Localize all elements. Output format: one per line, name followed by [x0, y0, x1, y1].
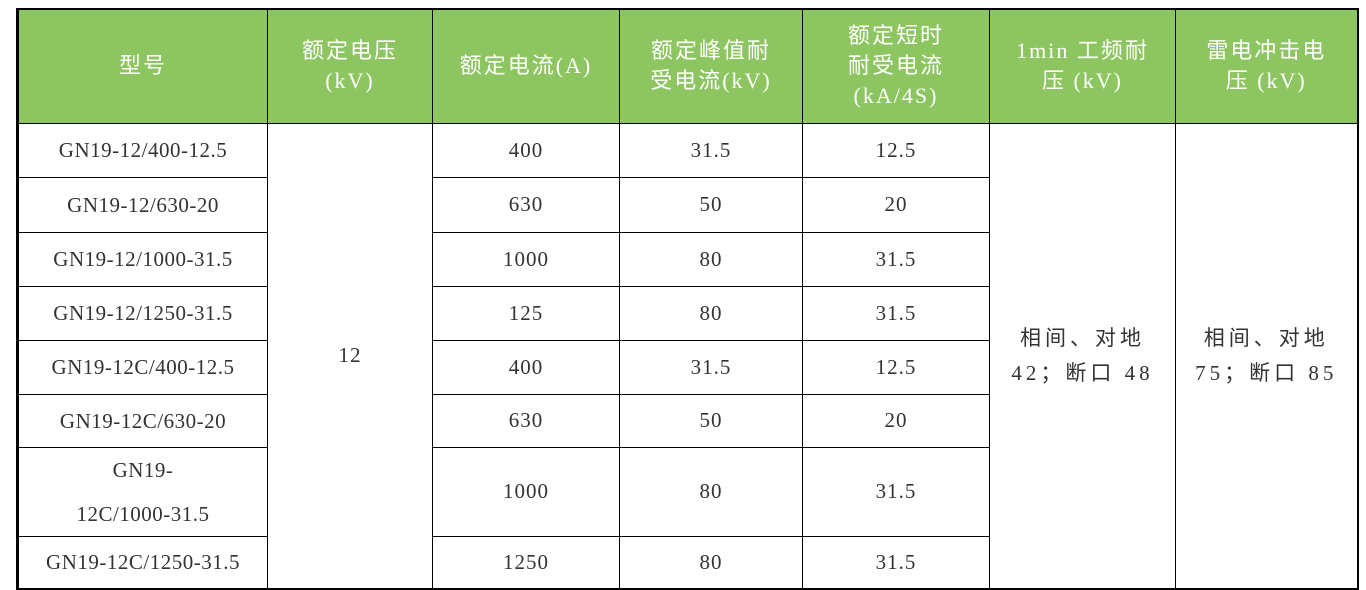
rated-current-cell: 1000 — [432, 446, 620, 537]
peak-withstand-cell: 31.5 — [619, 339, 803, 395]
table-row: GN19-12C/630-20 630 50 20 — [17, 393, 1358, 448]
table-row: GN19-12C/400-12.5 400 31.5 12.5 — [17, 339, 1358, 395]
short-time-withstand-cell: 31.5 — [802, 285, 990, 341]
rated-current-cell: 630 — [432, 393, 620, 448]
model-cell: GN19-12/1000-31.5 — [17, 231, 268, 287]
rated-current-cell: 630 — [432, 176, 620, 233]
rated-current-cell: 1000 — [432, 231, 620, 287]
peak-withstand-cell: 80 — [619, 446, 803, 537]
short-time-withstand-cell: 20 — [802, 176, 990, 233]
header-rated-voltage: 额定电压 (kV) — [267, 8, 433, 124]
header-row: 型号 额定电压 (kV) 额定电流(A) 额定峰值耐 受电流(kV) 额定短时 … — [17, 8, 1358, 124]
table-row: GN19-12/630-20 630 50 20 — [17, 176, 1358, 233]
peak-withstand-cell: 80 — [619, 535, 803, 590]
rated-current-cell: 125 — [432, 285, 620, 341]
peak-withstand-cell: 80 — [619, 285, 803, 341]
table-row: GN19-12/400-12.5 12 400 31.5 12.5 相间、对地 … — [17, 122, 1358, 590]
model-cell: GN19-12/1250-31.5 — [17, 285, 268, 341]
peak-withstand-cell: 80 — [619, 231, 803, 287]
short-time-withstand-cell: 31.5 — [802, 231, 990, 287]
header-peak-withstand-current: 额定峰值耐 受电流(kV) — [619, 8, 803, 124]
rated-current-cell: 1250 — [432, 535, 620, 590]
header-rated-current: 额定电流(A) — [432, 8, 620, 124]
peak-withstand-cell: 50 — [619, 393, 803, 448]
header-power-frequency-withstand: 1min 工频耐 压 (kV) — [989, 8, 1176, 124]
short-time-withstand-cell: 31.5 — [802, 446, 990, 537]
header-lightning-impulse: 雷电冲击电 压 (kV) — [1175, 8, 1358, 124]
model-cell: GN19-12C/1250-31.5 — [17, 535, 268, 590]
short-time-withstand-cell: 20 — [802, 393, 990, 448]
model-cell: GN19-12/630-20 — [17, 176, 268, 233]
model-cell: GN19-12/400-12.5 — [17, 122, 268, 178]
peak-withstand-cell: 31.5 — [619, 122, 803, 178]
rated-current-cell: 400 — [432, 339, 620, 395]
model-cell: GN19-12C/400-12.5 — [17, 339, 268, 395]
table-header: 型号 额定电压 (kV) 额定电流(A) 额定峰值耐 受电流(kV) 额定短时 … — [17, 8, 1358, 124]
peak-withstand-cell: 50 — [619, 176, 803, 233]
power-frequency-withstand-cell: 相间、对地 42；断口 48 — [989, 122, 1176, 590]
short-time-withstand-cell: 31.5 — [802, 535, 990, 590]
short-time-withstand-cell: 12.5 — [802, 122, 990, 178]
model-cell: GN19- 12C/1000-31.5 — [17, 446, 268, 537]
lightning-impulse-cell: 相间、对地 75；断口 85 — [1175, 122, 1358, 590]
table-row: GN19- 12C/1000-31.5 1000 80 31.5 — [17, 446, 1358, 537]
short-time-withstand-cell: 12.5 — [802, 339, 990, 395]
spec-table: 型号 额定电压 (kV) 额定电流(A) 额定峰值耐 受电流(kV) 额定短时 … — [16, 8, 1359, 590]
model-cell: GN19-12C/630-20 — [17, 393, 268, 448]
header-model: 型号 — [17, 8, 268, 124]
header-short-time-withstand-current: 额定短时 耐受电流 (kA/4S) — [802, 8, 990, 124]
rated-voltage-cell: 12 — [267, 122, 433, 590]
rated-current-cell: 400 — [432, 122, 620, 178]
table-body: GN19-12/400-12.5 12 400 31.5 12.5 相间、对地 … — [17, 122, 1358, 590]
table-row: GN19-12C/1250-31.5 1250 80 31.5 — [17, 535, 1358, 590]
table-row: GN19-12/1000-31.5 1000 80 31.5 — [17, 231, 1358, 287]
